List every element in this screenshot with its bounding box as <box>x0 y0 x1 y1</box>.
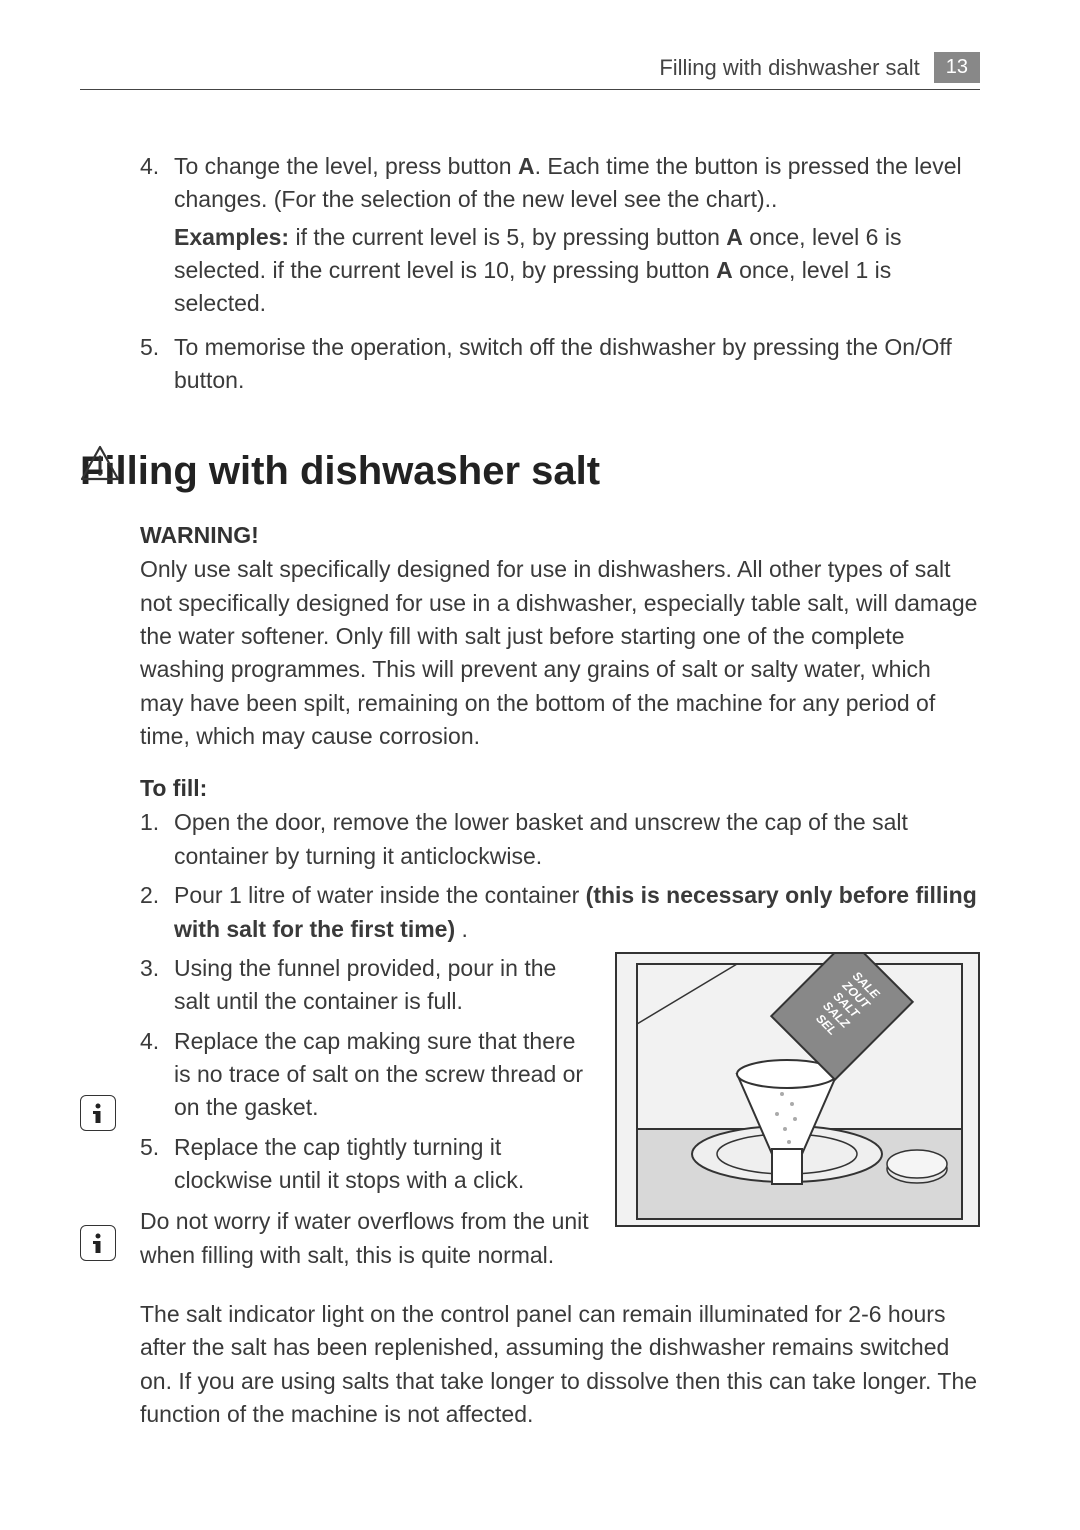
illustration-svg: SALE ZOUT SALT SALZ SEL <box>617 954 980 1227</box>
list-item: 5. To memorise the operation, switch off… <box>140 331 980 402</box>
header-running-title: Filling with dishwasher salt <box>659 55 919 81</box>
text: To memorise the operation, switch off th… <box>174 334 952 393</box>
list-number: 5. <box>140 331 174 402</box>
steps-column: 3. Using the funnel provided, pour in th… <box>140 952 597 1272</box>
info-note-block-2: The salt indicator light on the control … <box>140 1298 980 1431</box>
text: To change the level, press button <box>174 153 518 179</box>
list-number: 4. <box>140 150 174 325</box>
button-ref: A <box>716 257 733 283</box>
text: if the current level is 5, by pressing b… <box>289 224 726 250</box>
info-note-1: Do not worry if water overflows from the… <box>140 1205 597 1272</box>
list-number: 1. <box>140 806 174 873</box>
button-ref: A <box>518 153 535 179</box>
list-body: Open the door, remove the lower basket a… <box>174 806 980 873</box>
list-body: Replace the cap tightly turning it clock… <box>174 1131 597 1198</box>
list-number: 4. <box>140 1025 174 1125</box>
section-heading: Filling with dishwasher salt <box>80 449 980 494</box>
list-body: To change the level, press button A. Eac… <box>174 150 980 325</box>
list-body: Using the funnel provided, pour in the s… <box>174 952 597 1019</box>
page-number: 13 <box>934 52 980 83</box>
list-number: 5. <box>140 1131 174 1198</box>
info-note-2: The salt indicator light on the control … <box>140 1298 980 1431</box>
list-body: Pour 1 litre of water inside the contain… <box>174 879 980 946</box>
text: . <box>455 916 468 942</box>
page-header: Filling with dishwasher salt 13 <box>80 52 980 90</box>
salt-filling-illustration: SALE ZOUT SALT SALZ SEL <box>615 952 980 1227</box>
button-ref: A <box>726 224 743 250</box>
text: Pour 1 litre of water inside the contain… <box>174 882 586 908</box>
manual-page: Filling with dishwasher salt 13 4. To ch… <box>0 0 1080 1471</box>
warning-heading: WARNING! <box>140 522 980 549</box>
warning-block: WARNING! Only use salt specifically desi… <box>140 522 980 1272</box>
list-item: 4. Replace the cap making sure that ther… <box>140 1025 597 1125</box>
list-item: 5. Replace the cap tightly turning it cl… <box>140 1131 597 1198</box>
list-item: 2. Pour 1 litre of water inside the cont… <box>140 879 980 946</box>
to-fill-heading: To fill: <box>140 775 980 802</box>
examples-label: Examples: <box>174 224 289 250</box>
list-body: To memorise the operation, switch off th… <box>174 331 980 402</box>
info-icon-anchor-1 <box>80 1095 116 1131</box>
info-icon-anchor-2 <box>80 1225 116 1261</box>
warning-icon <box>80 445 120 481</box>
warning-body: Only use salt specifically designed for … <box>140 553 980 753</box>
list-body: Replace the cap making sure that there i… <box>174 1025 597 1125</box>
list-number: 3. <box>140 952 174 1019</box>
info-icon <box>80 1095 116 1131</box>
steps-with-figure: 3. Using the funnel provided, pour in th… <box>140 952 980 1272</box>
info-icon <box>80 1225 116 1261</box>
warning-icon-anchor <box>80 445 120 486</box>
list-number: 2. <box>140 879 174 946</box>
list-item: 1. Open the door, remove the lower baske… <box>140 806 980 873</box>
section: Filling with dishwasher salt <box>140 449 980 494</box>
list-item: 3. Using the funnel provided, pour in th… <box>140 952 597 1019</box>
list-item: 4. To change the level, press button A. … <box>140 150 980 325</box>
continued-list: 4. To change the level, press button A. … <box>140 150 980 401</box>
